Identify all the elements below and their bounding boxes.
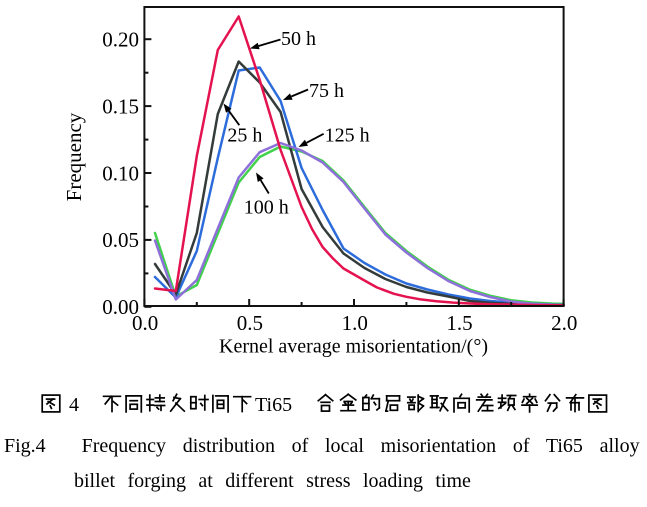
svg-text:0.05: 0.05 bbox=[102, 228, 139, 252]
svg-text:125 h: 125 h bbox=[325, 124, 370, 146]
svg-text:4: 4 bbox=[69, 394, 79, 416]
svg-text:0.5: 0.5 bbox=[237, 311, 263, 335]
svg-text:0.15: 0.15 bbox=[102, 94, 139, 118]
svg-text:2.0: 2.0 bbox=[551, 311, 577, 335]
svg-text:0.0: 0.0 bbox=[132, 311, 158, 335]
svg-text:0.10: 0.10 bbox=[102, 161, 139, 185]
svg-text:0.20: 0.20 bbox=[102, 28, 139, 52]
svg-text:1.0: 1.0 bbox=[342, 311, 368, 335]
svg-text:Kernel average misorientation/: Kernel average misorientation/(°) bbox=[219, 336, 488, 358]
svg-text:25 h: 25 h bbox=[227, 124, 262, 146]
svg-text:75 h: 75 h bbox=[309, 80, 344, 102]
svg-text:1.5: 1.5 bbox=[446, 311, 472, 335]
svg-text:Ti65: Ti65 bbox=[255, 394, 292, 416]
svg-text:0.00: 0.00 bbox=[102, 295, 139, 319]
svg-text:100 h: 100 h bbox=[244, 197, 289, 219]
svg-text:Frequency: Frequency bbox=[62, 112, 86, 201]
svg-text:50 h: 50 h bbox=[281, 28, 316, 50]
